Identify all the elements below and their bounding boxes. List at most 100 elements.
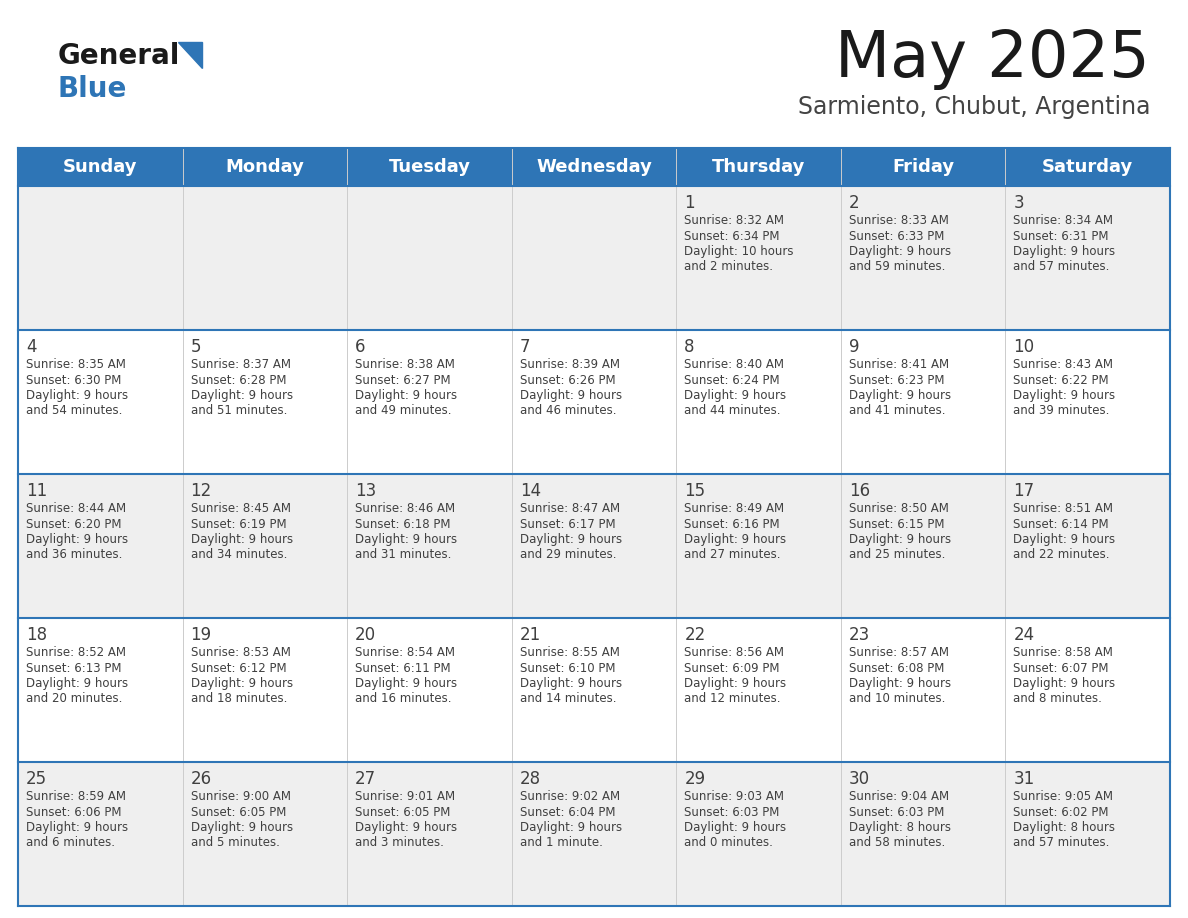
Text: Monday: Monday (226, 158, 304, 176)
Text: 10: 10 (1013, 338, 1035, 356)
Text: and 3 minutes.: and 3 minutes. (355, 836, 444, 849)
Text: Sunrise: 8:33 AM: Sunrise: 8:33 AM (849, 214, 949, 227)
Text: 3: 3 (1013, 194, 1024, 212)
Text: Sunrise: 8:37 AM: Sunrise: 8:37 AM (190, 358, 291, 371)
Text: Daylight: 10 hours: Daylight: 10 hours (684, 245, 794, 258)
Text: 24: 24 (1013, 626, 1035, 644)
Text: Daylight: 9 hours: Daylight: 9 hours (190, 389, 292, 402)
Text: Sunset: 6:04 PM: Sunset: 6:04 PM (519, 805, 615, 819)
Text: Daylight: 9 hours: Daylight: 9 hours (1013, 389, 1116, 402)
Text: Sunrise: 9:05 AM: Sunrise: 9:05 AM (1013, 790, 1113, 803)
Text: Daylight: 9 hours: Daylight: 9 hours (849, 533, 950, 546)
Text: Daylight: 9 hours: Daylight: 9 hours (190, 533, 292, 546)
Text: Daylight: 9 hours: Daylight: 9 hours (26, 677, 128, 690)
Bar (18, 618, 1170, 762)
Text: Daylight: 9 hours: Daylight: 9 hours (849, 389, 950, 402)
Text: 12: 12 (190, 482, 211, 500)
Text: Sunset: 6:18 PM: Sunset: 6:18 PM (355, 518, 450, 531)
Text: Daylight: 9 hours: Daylight: 9 hours (355, 821, 457, 834)
Text: Daylight: 9 hours: Daylight: 9 hours (684, 821, 786, 834)
Text: Daylight: 9 hours: Daylight: 9 hours (684, 533, 786, 546)
Text: Sunrise: 8:45 AM: Sunrise: 8:45 AM (190, 502, 291, 515)
Text: Sunset: 6:05 PM: Sunset: 6:05 PM (355, 805, 450, 819)
Text: Sunset: 6:03 PM: Sunset: 6:03 PM (849, 805, 944, 819)
Text: Sunrise: 9:03 AM: Sunrise: 9:03 AM (684, 790, 784, 803)
Text: Daylight: 9 hours: Daylight: 9 hours (1013, 245, 1116, 258)
Bar (18, 148, 1170, 186)
Text: Sunrise: 8:43 AM: Sunrise: 8:43 AM (1013, 358, 1113, 371)
Text: and 16 minutes.: and 16 minutes. (355, 692, 451, 706)
Text: May 2025: May 2025 (835, 28, 1150, 90)
Text: Sunrise: 8:52 AM: Sunrise: 8:52 AM (26, 646, 126, 659)
Text: Sunrise: 8:49 AM: Sunrise: 8:49 AM (684, 502, 784, 515)
Text: Sunday: Sunday (63, 158, 138, 176)
Text: 21: 21 (519, 626, 541, 644)
Text: Sunrise: 9:00 AM: Sunrise: 9:00 AM (190, 790, 291, 803)
Text: 15: 15 (684, 482, 706, 500)
Text: Sunrise: 8:32 AM: Sunrise: 8:32 AM (684, 214, 784, 227)
Text: Sunset: 6:22 PM: Sunset: 6:22 PM (1013, 374, 1110, 386)
Text: 26: 26 (190, 770, 211, 788)
Text: Sunset: 6:12 PM: Sunset: 6:12 PM (190, 662, 286, 675)
Text: Sunset: 6:13 PM: Sunset: 6:13 PM (26, 662, 121, 675)
Text: 25: 25 (26, 770, 48, 788)
Text: and 22 minutes.: and 22 minutes. (1013, 548, 1110, 562)
Text: and 8 minutes.: and 8 minutes. (1013, 692, 1102, 706)
Bar (18, 330, 1170, 474)
Text: Sunrise: 8:38 AM: Sunrise: 8:38 AM (355, 358, 455, 371)
Text: Sarmiento, Chubut, Argentina: Sarmiento, Chubut, Argentina (797, 95, 1150, 119)
Text: 16: 16 (849, 482, 870, 500)
Text: and 59 minutes.: and 59 minutes. (849, 261, 946, 274)
Text: Sunrise: 8:55 AM: Sunrise: 8:55 AM (519, 646, 620, 659)
Text: 29: 29 (684, 770, 706, 788)
Text: Daylight: 9 hours: Daylight: 9 hours (519, 533, 621, 546)
Text: Daylight: 9 hours: Daylight: 9 hours (1013, 677, 1116, 690)
Text: Daylight: 9 hours: Daylight: 9 hours (190, 677, 292, 690)
Text: Daylight: 9 hours: Daylight: 9 hours (1013, 533, 1116, 546)
Text: Sunrise: 9:04 AM: Sunrise: 9:04 AM (849, 790, 949, 803)
Text: and 0 minutes.: and 0 minutes. (684, 836, 773, 849)
Text: Daylight: 9 hours: Daylight: 9 hours (355, 389, 457, 402)
Text: Saturday: Saturday (1042, 158, 1133, 176)
Text: Sunset: 6:30 PM: Sunset: 6:30 PM (26, 374, 121, 386)
Text: 2: 2 (849, 194, 859, 212)
Text: Sunset: 6:06 PM: Sunset: 6:06 PM (26, 805, 121, 819)
Text: Sunset: 6:11 PM: Sunset: 6:11 PM (355, 662, 450, 675)
Text: Sunrise: 8:44 AM: Sunrise: 8:44 AM (26, 502, 126, 515)
Text: Sunset: 6:07 PM: Sunset: 6:07 PM (1013, 662, 1108, 675)
Text: 17: 17 (1013, 482, 1035, 500)
Text: 23: 23 (849, 626, 870, 644)
Text: and 51 minutes.: and 51 minutes. (190, 405, 287, 418)
Text: General: General (58, 42, 181, 70)
Text: and 58 minutes.: and 58 minutes. (849, 836, 946, 849)
Text: Daylight: 9 hours: Daylight: 9 hours (684, 677, 786, 690)
Text: Sunset: 6:33 PM: Sunset: 6:33 PM (849, 230, 944, 242)
Text: Daylight: 9 hours: Daylight: 9 hours (519, 821, 621, 834)
Text: and 20 minutes.: and 20 minutes. (26, 692, 122, 706)
Text: Daylight: 9 hours: Daylight: 9 hours (26, 533, 128, 546)
Bar (18, 474, 1170, 618)
Text: Sunrise: 8:54 AM: Sunrise: 8:54 AM (355, 646, 455, 659)
Text: 28: 28 (519, 770, 541, 788)
Text: and 10 minutes.: and 10 minutes. (849, 692, 946, 706)
Text: Wednesday: Wednesday (536, 158, 652, 176)
Text: Sunset: 6:02 PM: Sunset: 6:02 PM (1013, 805, 1108, 819)
Text: Sunrise: 8:41 AM: Sunrise: 8:41 AM (849, 358, 949, 371)
Text: Sunset: 6:14 PM: Sunset: 6:14 PM (1013, 518, 1110, 531)
Text: Tuesday: Tuesday (388, 158, 470, 176)
Text: Daylight: 9 hours: Daylight: 9 hours (355, 533, 457, 546)
Text: Daylight: 9 hours: Daylight: 9 hours (190, 821, 292, 834)
Text: Daylight: 9 hours: Daylight: 9 hours (849, 677, 950, 690)
Text: Daylight: 9 hours: Daylight: 9 hours (684, 389, 786, 402)
Text: Daylight: 9 hours: Daylight: 9 hours (519, 389, 621, 402)
Text: Sunset: 6:24 PM: Sunset: 6:24 PM (684, 374, 779, 386)
Text: Sunrise: 8:50 AM: Sunrise: 8:50 AM (849, 502, 949, 515)
Text: 22: 22 (684, 626, 706, 644)
Text: Sunset: 6:03 PM: Sunset: 6:03 PM (684, 805, 779, 819)
Bar (18, 762, 1170, 906)
Text: Sunrise: 8:46 AM: Sunrise: 8:46 AM (355, 502, 455, 515)
Text: Sunrise: 8:39 AM: Sunrise: 8:39 AM (519, 358, 620, 371)
Text: 5: 5 (190, 338, 201, 356)
Text: Sunset: 6:34 PM: Sunset: 6:34 PM (684, 230, 779, 242)
Text: Sunrise: 9:02 AM: Sunrise: 9:02 AM (519, 790, 620, 803)
